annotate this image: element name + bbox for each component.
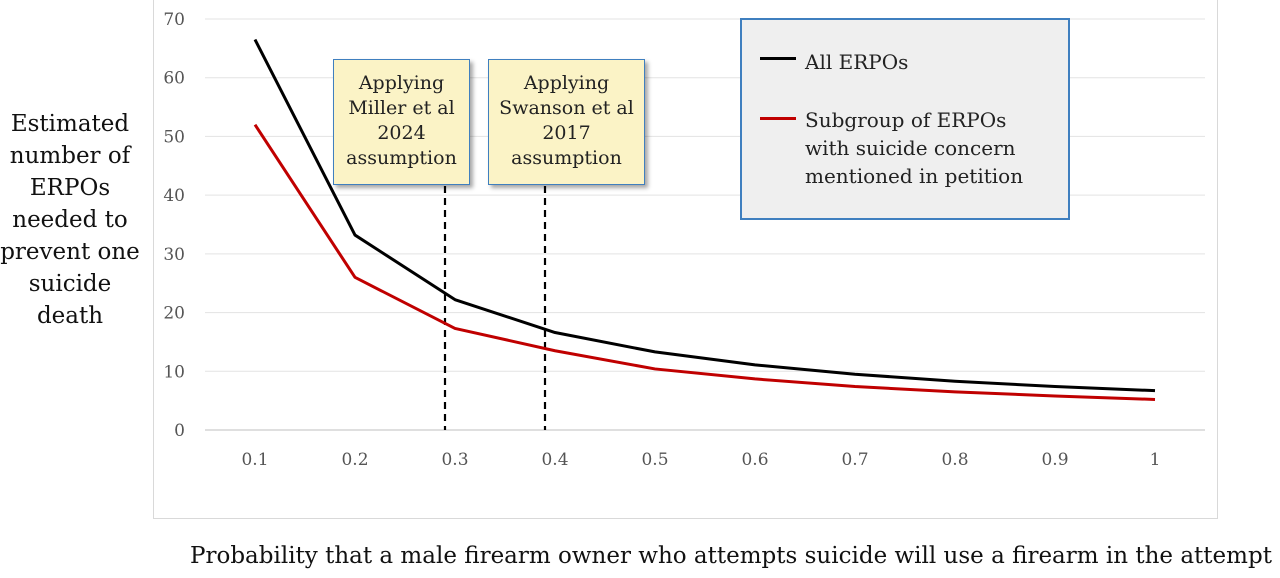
annotation-line: Applying (358, 72, 445, 94)
y-tick-label: 20 (163, 304, 185, 324)
annotation-line: 2024 (377, 122, 426, 144)
y-axis-label-line: needed to (12, 207, 128, 233)
x-tick-label: 0.9 (1041, 450, 1068, 470)
x-tick-label: 0.8 (941, 450, 968, 470)
x-tick-label: 0.6 (741, 450, 768, 470)
y-tick-label: 70 (163, 10, 185, 30)
x-tick-label: 0.4 (541, 450, 568, 470)
x-tick-label: 1 (1150, 450, 1161, 470)
legend-label: Subgroup of ERPOs with suicide concern m… (805, 106, 1023, 190)
x-tick-label: 0.7 (841, 450, 868, 470)
annotation-line: 2017 (542, 122, 591, 144)
x-axis-label: Probability that a male firearm owner wh… (190, 543, 1272, 569)
x-tick-label: 0.1 (241, 450, 268, 470)
y-tick-label: 40 (163, 186, 185, 206)
y-tick-label: 0 (174, 421, 185, 441)
x-tick-label: 0.5 (641, 450, 668, 470)
annotation-line: Swanson et al (499, 97, 634, 119)
legend: All ERPOs Subgroup of ERPOs with suicide… (740, 18, 1070, 220)
y-tick-label: 10 (163, 362, 185, 382)
legend-swatch (760, 117, 796, 120)
legend-label-line: All ERPOs (805, 50, 909, 74)
plot-frame (153, 0, 1218, 519)
y-axis-label-line: ERPOs (29, 175, 111, 201)
annotation-miller: Applying Miller et al 2024 assumption (333, 59, 470, 185)
y-axis-label-line: Estimated (10, 111, 130, 137)
series-line-subgroup (253, 123, 1156, 401)
y-tick-label: 30 (163, 245, 185, 265)
legend-label: All ERPOs (805, 48, 908, 76)
x-tick-label: 0.3 (441, 450, 468, 470)
legend-label-line: Subgroup of ERPOs (805, 108, 1007, 132)
annotation-swanson: Applying Swanson et al 2017 assumption (488, 59, 645, 185)
series-line-all-erpos (253, 38, 1156, 393)
annotation-line: assumption (346, 147, 457, 169)
y-axis-label: Estimated number of ERPOs needed to prev… (0, 108, 140, 332)
annotation-line: Applying (523, 72, 610, 94)
x-tick-label: 0.2 (341, 450, 368, 470)
y-tick-label: 60 (163, 69, 185, 89)
y-axis-label-line: death (36, 303, 104, 329)
y-tick-label: 50 (163, 127, 185, 147)
legend-label-line: with suicide concern (805, 136, 1016, 160)
legend-swatch (760, 57, 796, 60)
annotation-line: assumption (511, 147, 622, 169)
y-axis-label-line: prevent one (0, 239, 140, 265)
annotation-line: Miller et al (348, 97, 455, 119)
legend-label-line: mentioned in petition (805, 164, 1024, 188)
y-axis-label-line: number of (9, 143, 131, 169)
y-axis-label-line: suicide (28, 271, 112, 297)
